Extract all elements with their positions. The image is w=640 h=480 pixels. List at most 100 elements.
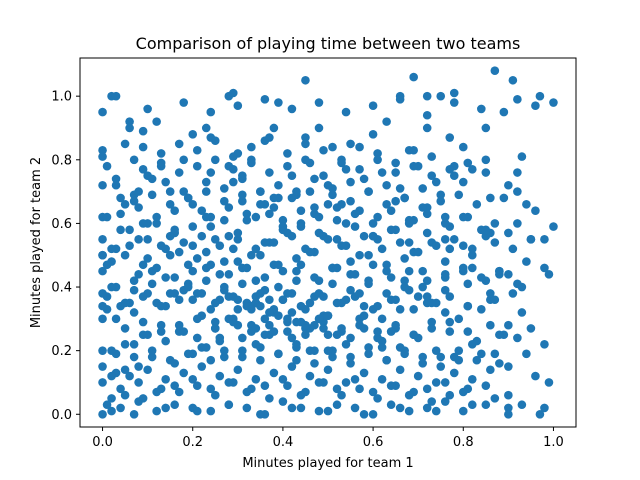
- data-point: [395, 365, 405, 375]
- data-point: [436, 352, 446, 362]
- data-point: [152, 117, 161, 126]
- data-point: [152, 212, 161, 222]
- data-point: [179, 155, 189, 165]
- data-point: [251, 244, 261, 254]
- data-point: [332, 263, 342, 273]
- data-point: [531, 101, 540, 111]
- data-point: [477, 349, 486, 359]
- data-point: [292, 266, 301, 276]
- data-point: [463, 279, 473, 289]
- chart-title: Comparison of playing time between two t…: [136, 34, 521, 53]
- data-point: [445, 165, 455, 174]
- data-point: [490, 219, 500, 228]
- data-point: [458, 387, 468, 397]
- data-point: [382, 289, 391, 298]
- data-point: [229, 152, 238, 161]
- data-point: [269, 368, 279, 378]
- data-point: [319, 292, 328, 301]
- data-point: [256, 301, 265, 311]
- data-point: [179, 187, 189, 196]
- data-point: [219, 282, 229, 292]
- data-point: [138, 317, 148, 327]
- data-point: [179, 327, 189, 336]
- data-point: [201, 177, 211, 187]
- data-point: [197, 206, 207, 215]
- data-point: [98, 346, 107, 355]
- data-point: [242, 403, 252, 413]
- data-point: [210, 298, 220, 308]
- data-point: [165, 200, 175, 209]
- data-point: [350, 403, 360, 413]
- data-point: [170, 381, 179, 390]
- x-tick-label: 0.4: [273, 435, 294, 450]
- data-point: [386, 206, 396, 215]
- data-point: [404, 406, 414, 416]
- data-point: [427, 324, 437, 333]
- data-point: [319, 324, 328, 333]
- data-point: [436, 362, 446, 371]
- data-point: [490, 295, 500, 305]
- data-point: [247, 158, 256, 168]
- data-point: [210, 390, 220, 400]
- data-point: [445, 327, 455, 336]
- data-point: [436, 196, 446, 206]
- data-point: [391, 320, 400, 330]
- data-point: [224, 203, 234, 212]
- data-point: [490, 349, 500, 359]
- data-point: [323, 406, 333, 416]
- data-point: [256, 200, 265, 209]
- data-point: [359, 324, 369, 333]
- data-point: [265, 209, 274, 219]
- data-point: [355, 165, 364, 174]
- data-point: [373, 212, 382, 222]
- data-point: [269, 123, 279, 133]
- data-point: [332, 400, 342, 410]
- data-point: [120, 139, 130, 149]
- data-point: [283, 327, 292, 336]
- data-point: [192, 314, 202, 324]
- data-point: [364, 343, 373, 352]
- data-point: [472, 355, 482, 365]
- data-point: [305, 371, 315, 381]
- data-point: [422, 292, 432, 301]
- data-point: [540, 403, 549, 413]
- data-point: [409, 330, 418, 340]
- data-point: [287, 171, 297, 180]
- data-point: [427, 171, 437, 180]
- data-point: [147, 352, 157, 362]
- data-point: [170, 400, 179, 410]
- data-point: [535, 409, 545, 419]
- data-point: [382, 180, 391, 190]
- plot-frame: [79, 57, 577, 428]
- data-point: [382, 355, 391, 365]
- data-point: [422, 228, 432, 238]
- data-point: [260, 238, 270, 247]
- data-point: [504, 180, 513, 190]
- data-point: [129, 339, 139, 349]
- data-point: [458, 241, 468, 250]
- data-point: [287, 333, 297, 343]
- data-point: [296, 260, 306, 270]
- data-point: [265, 295, 274, 305]
- data-point: [138, 260, 148, 270]
- data-point: [192, 381, 202, 390]
- data-point: [111, 174, 121, 184]
- data-point: [219, 215, 229, 225]
- data-point: [440, 397, 450, 406]
- data-point: [201, 276, 211, 285]
- data-point: [359, 231, 369, 241]
- data-point: [391, 295, 400, 305]
- y-tick-label: 0.6: [51, 217, 72, 232]
- data-point: [314, 212, 324, 222]
- data-point: [409, 145, 418, 155]
- data-point: [210, 324, 220, 333]
- data-point: [391, 168, 400, 177]
- data-point: [346, 333, 355, 343]
- data-point: [504, 409, 513, 419]
- data-point: [224, 378, 234, 387]
- data-point: [513, 95, 522, 104]
- data-point: [219, 352, 229, 362]
- data-point: [544, 270, 554, 279]
- data-point: [238, 352, 247, 362]
- data-point: [210, 155, 220, 165]
